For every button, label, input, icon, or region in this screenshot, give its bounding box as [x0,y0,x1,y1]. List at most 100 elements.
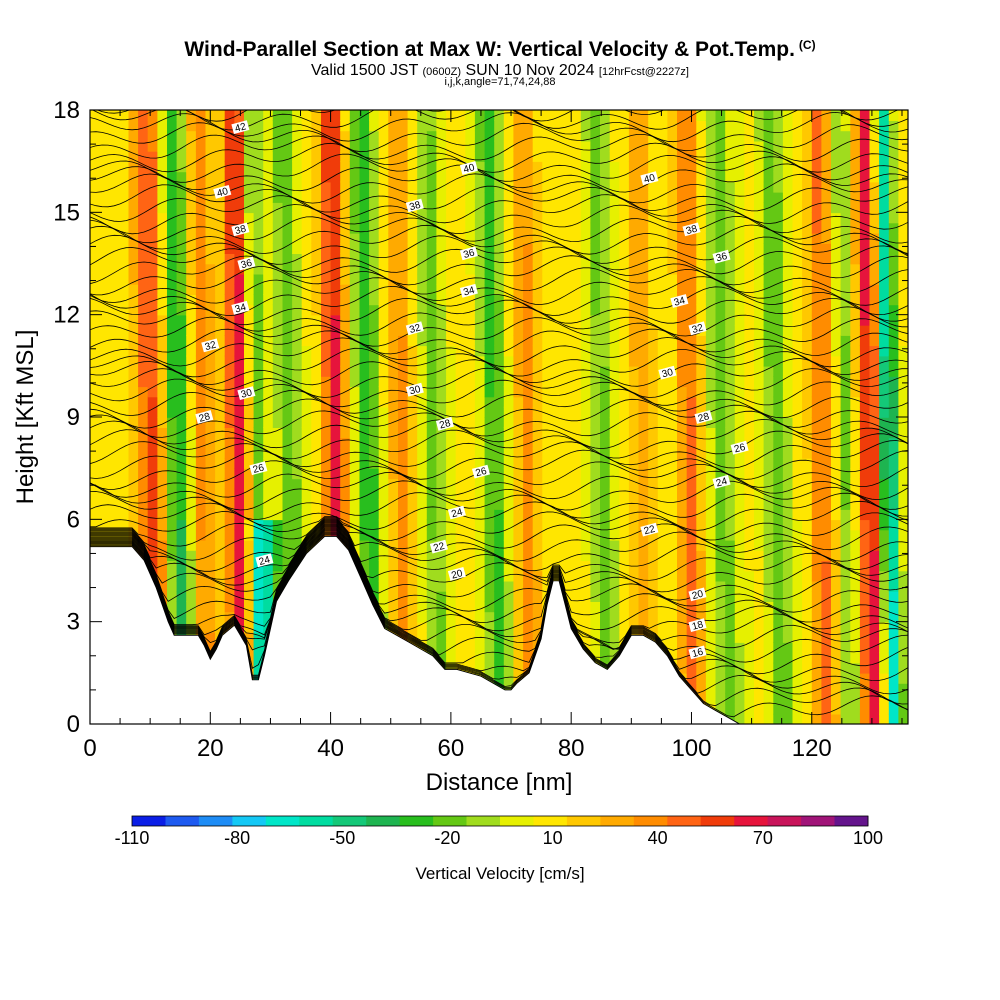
contour-label-text: 24 [715,476,729,490]
contour-label: 32 [688,321,707,336]
contour-label-text: 38 [234,224,248,238]
contour-label-text: 28 [438,418,452,432]
theta-contour-line [90,245,908,275]
theta-contour-line [90,532,908,705]
theta-contour-line [90,388,908,419]
contour-label: 24 [255,553,274,568]
contour-label-text: 18 [691,619,705,633]
x-tick-label: 100 [671,735,711,762]
y-tick-label: 12 [53,302,80,329]
contour-label: 36 [237,256,256,272]
contour-label: 20 [447,566,466,582]
valid-date: SUN 10 Nov 2024 [465,62,595,79]
theta-contour-line [96,110,899,122]
colorbar-swatch [265,816,300,826]
theta-contour-line [90,531,908,695]
contour-label-text: 32 [204,340,218,354]
colorbar-swatch [466,816,501,826]
theta-contour-line [90,266,908,296]
x-axis-label: Distance [nm] [426,769,573,796]
x-tick-label: 80 [558,735,585,762]
theta-contour-line [90,153,908,183]
colorbar-tick-label: 100 [853,828,883,848]
contour-label: 40 [213,184,232,200]
theta-contour-line [90,134,908,162]
contour-label-text: 22 [432,541,446,555]
theta-contour-line [90,429,908,460]
contour-label-text: 36 [240,258,254,272]
contour-label: 36 [459,246,478,261]
colorbar-tick-label: -110 [115,828,150,848]
contour-label-text: 26 [474,466,488,480]
y-tick-label: 9 [67,404,80,431]
contour-label: 22 [640,522,659,537]
contour-label-text: 30 [240,387,254,401]
theta-contour-line [90,194,908,224]
theta-contour-line [90,491,908,520]
colorbar-tick-label: 40 [648,828,668,848]
contour-label-text: 28 [697,411,711,425]
colorbar: -110 -80 -50 -20 10 40 70 100 [115,815,883,848]
x-tick-label: 60 [438,735,465,762]
colorbar-swatch [667,816,702,826]
colorbar-swatch [633,816,668,826]
theta-contour-line [90,378,908,408]
colorbar-tick-label: -20 [434,828,460,848]
contour-label: 40 [459,161,478,176]
contour-label-text: 34 [462,285,476,299]
theta-contour-line [90,337,908,368]
contour-label-text: 34 [673,295,687,309]
contour-label: 26 [730,440,749,455]
colorbar-swatch [801,816,836,826]
theta-contour-line [91,110,908,131]
theta-contour-line [90,460,908,490]
valid-time: Valid 1500 JST [311,62,419,79]
contour-label-text: 42 [234,121,248,135]
contour-label: 40 [640,171,659,186]
contour-label-text: 40 [462,162,476,176]
colorbar-frame [131,815,869,827]
theta-contour-line [90,297,908,326]
colorbar-swatch [700,816,735,826]
colorbar-swatch [366,816,401,826]
contour-label: 28 [694,410,713,425]
theta-contour-line [90,470,908,501]
theta-contour-line [90,530,908,683]
contour-label: 26 [249,461,268,476]
contour-label: 28 [195,410,214,425]
contour-labels: 42 40 38 36 34 32 30 28 26 24 38 40 36 34 32 30 28 26 24 22… [195,120,749,660]
theta-contour-line [90,480,908,511]
contour-label-text: 36 [715,251,729,265]
y-axis-label: Height [Kft MSL] [12,330,39,505]
contour-label-text: 38 [408,200,422,214]
utc-time: (0600Z) [422,66,462,78]
theta-contour-line [90,184,908,213]
x-tick-label: 120 [792,735,832,762]
contour-label: 34 [459,283,478,299]
colorbar-swatch [299,816,334,826]
theta-contour-line [90,163,908,193]
colorbar-swatch [566,816,601,826]
forecast-info: [12hrFcst@2227z] [598,66,689,78]
theta-contour-line [90,440,908,469]
colorbar-tick-label: 70 [753,828,773,848]
theta-contour-line [90,410,908,438]
colorbar-tick-label: -80 [224,828,250,848]
colorbar-swatch [834,816,869,826]
contour-label-text: 36 [462,247,476,261]
theta-contour-line [90,517,908,551]
terrain-mask [89,535,908,725]
contour-label: 30 [237,386,256,401]
theta-contour-line [90,328,908,356]
contour-label-text: 26 [252,462,266,476]
theta-contour-line [90,276,908,306]
contour-label-text: 28 [198,411,212,425]
contour-label-text: 40 [643,172,657,186]
theta-contour-line [90,142,908,173]
colorbar-label: Vertical Velocity [cm/s] [415,864,585,883]
colorbar-swatch [198,816,233,826]
contour-label: 38 [405,198,424,214]
theta-contour-line [90,511,908,542]
